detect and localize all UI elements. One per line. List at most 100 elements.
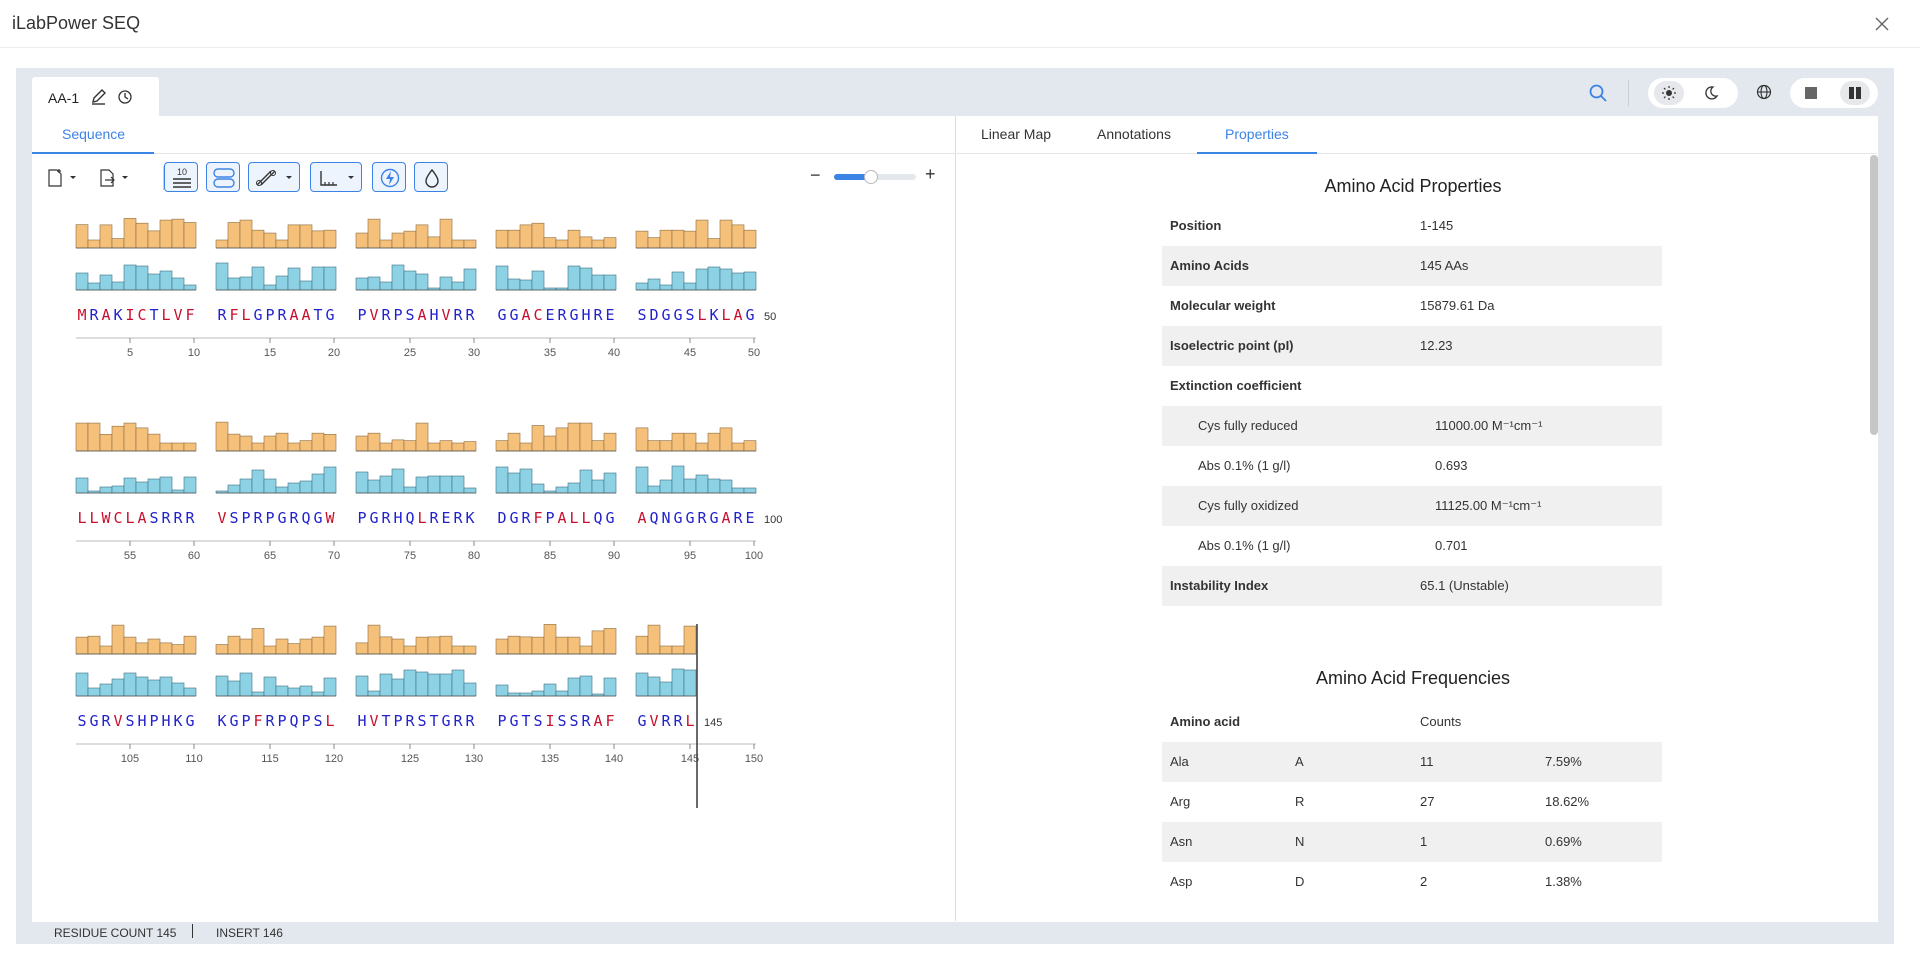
hydropathy-bar (147, 433, 161, 452)
property-row: Cys fully oxidized 11125.00 M⁻¹cm⁻¹ (1162, 486, 1662, 526)
hydropathy-bar (239, 638, 253, 655)
frequency-row: Asn N 1 0.69% (1162, 822, 1662, 862)
residue: S (569, 712, 578, 730)
hydropathy-bar (555, 427, 569, 452)
dark-theme-button[interactable] (1696, 81, 1726, 105)
zoom-in-button[interactable]: + (925, 164, 936, 184)
ruler-tick-label: 70 (328, 550, 340, 562)
new-sequence-button[interactable] (42, 162, 82, 192)
scrollbar[interactable] (1870, 155, 1878, 435)
properties-pane: Linear Map Annotations Properties Amino … (957, 116, 1877, 921)
frequency-pct: 1.38% (1545, 874, 1582, 889)
hydropathy-bar (75, 224, 89, 249)
residue: S (685, 306, 694, 324)
residue: A (521, 306, 530, 324)
axis-button[interactable] (310, 162, 362, 192)
residue: I (125, 306, 134, 324)
hydropathy-bar (427, 442, 441, 452)
flexibility-bar (671, 271, 685, 291)
residue: R (429, 509, 439, 527)
tab-sequence[interactable]: Sequence (62, 126, 126, 142)
split-pane-button[interactable] (1840, 81, 1870, 105)
flexibility-bar (147, 478, 161, 494)
tab-annotations[interactable]: Annotations (1097, 126, 1171, 142)
layout-toggle[interactable] (1790, 78, 1878, 108)
hydropathy-bar (707, 432, 721, 452)
flexibility-bar (603, 274, 617, 291)
property-row: Isoelectric point (pI) 12.23 (1162, 326, 1662, 366)
residue: E (745, 509, 754, 527)
flexibility-bar (451, 281, 465, 291)
hydrophobicity-button[interactable] (414, 162, 448, 192)
residue: S (125, 712, 134, 730)
flexibility-bar (743, 271, 757, 291)
hydropathy-bar (227, 433, 241, 452)
search-icon[interactable] (1588, 83, 1608, 103)
export-button[interactable] (94, 162, 134, 192)
close-icon[interactable] (1872, 14, 1892, 34)
hydropathy-bar (159, 642, 173, 655)
flexibility-bar (519, 279, 533, 291)
hydropathy-bar (439, 218, 453, 249)
edit-icon[interactable] (90, 88, 108, 106)
property-row: Abs 0.1% (1 g/l) 0.693 (1162, 446, 1662, 486)
flexibility-bar (251, 469, 265, 494)
residue: R (161, 509, 171, 527)
flexibility-bar (415, 273, 429, 291)
property-value: 12.23 (1420, 338, 1453, 353)
flexibility-bar (591, 274, 605, 291)
zoom-slider-handle[interactable] (863, 170, 878, 184)
residue: P (265, 306, 274, 324)
frequency-name: Asn (1170, 834, 1193, 849)
hydropathy-bar (287, 643, 301, 655)
residue: S (417, 712, 426, 730)
hydropathy-bar (507, 635, 521, 655)
residue: G (229, 712, 238, 730)
hydropathy-bar (531, 425, 545, 452)
history-icon[interactable] (116, 88, 134, 106)
flexibility-bar (311, 266, 325, 291)
hydropathy-bar (323, 229, 337, 249)
hydropathy-bar (495, 638, 509, 655)
globe-icon[interactable] (1756, 84, 1772, 100)
light-theme-button[interactable] (1654, 81, 1684, 105)
frequency-pct: 18.62% (1545, 794, 1590, 809)
flexibility-bar (463, 487, 477, 494)
line-end-label: 100 (764, 514, 782, 526)
single-pane-icon (1805, 87, 1817, 99)
residue: A (137, 509, 146, 527)
tab-properties[interactable]: Properties (1225, 126, 1289, 142)
ruler-tick-label: 95 (684, 550, 696, 562)
wrap-button[interactable] (206, 162, 240, 192)
tab-linear-map[interactable]: Linear Map (981, 126, 1052, 142)
charge-button[interactable] (372, 162, 406, 192)
zoom-out-button[interactable]: − (810, 165, 821, 185)
flexibility-bar (111, 485, 125, 494)
residue: C (137, 306, 146, 324)
residue: L (77, 509, 86, 527)
flexibility-bar (263, 478, 277, 494)
single-pane-button[interactable] (1796, 81, 1826, 105)
theme-toggle[interactable] (1648, 78, 1738, 108)
hydropathy-bar (183, 222, 197, 249)
residue: L (697, 306, 706, 324)
zoom-slider[interactable] (834, 170, 916, 184)
enzyme-button[interactable] (248, 162, 300, 192)
flexibility-bar (239, 478, 253, 494)
flexibility-bar (495, 684, 509, 697)
residue: R (173, 509, 183, 527)
ruler-button[interactable]: 10 (164, 162, 198, 192)
hydropathy-bar (379, 442, 393, 452)
hydropathy-bar (287, 442, 301, 452)
residue: R (381, 509, 391, 527)
hydropathy-bar (463, 645, 477, 655)
frequency-code: N (1295, 834, 1305, 849)
document-tab[interactable]: AA-1 (32, 77, 159, 117)
residue: A (101, 306, 110, 324)
ruler-tick-label: 80 (468, 550, 480, 562)
moon-icon (1705, 86, 1719, 100)
hydropathy-bar (391, 439, 405, 452)
flexibility-bar (391, 468, 405, 494)
flexibility-bar (603, 472, 617, 494)
